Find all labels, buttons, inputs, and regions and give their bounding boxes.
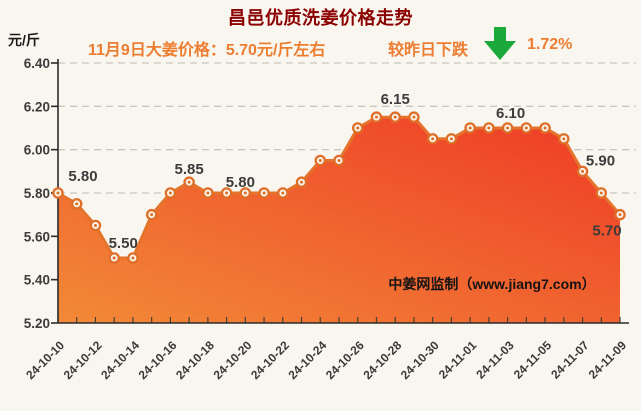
data-point-center-dot bbox=[524, 126, 528, 130]
point-value-label: 5.80 bbox=[68, 168, 97, 185]
x-tick-label: 24-11-05 bbox=[511, 338, 555, 382]
y-tick-label: 5.80 bbox=[24, 186, 50, 201]
x-tick-label: 24-10-10 bbox=[23, 338, 67, 382]
data-point-center-dot bbox=[393, 115, 397, 119]
x-tick-label: 24-11-01 bbox=[436, 338, 480, 382]
subtitle-change-percent: 1.72% bbox=[527, 36, 573, 53]
y-tick-label: 6.00 bbox=[24, 143, 50, 158]
subtitle-change-label: 较昨日下跌 bbox=[388, 42, 469, 59]
x-tick-label: 24-10-14 bbox=[98, 338, 142, 382]
data-point-center-dot bbox=[150, 213, 154, 217]
point-value-label: 5.50 bbox=[109, 235, 138, 252]
data-point-center-dot bbox=[449, 137, 453, 141]
x-tick-label: 24-10-18 bbox=[173, 338, 217, 382]
y-tick-label: 6.40 bbox=[24, 56, 50, 71]
chart-title: 昌邑优质洗姜价格走势 bbox=[228, 8, 413, 28]
data-point-center-dot bbox=[543, 126, 547, 130]
data-point-center-dot bbox=[412, 115, 416, 119]
point-value-label: 5.70 bbox=[592, 223, 621, 240]
point-value-label: 5.80 bbox=[226, 174, 255, 191]
y-tick-label: 5.60 bbox=[24, 229, 50, 244]
data-point-center-dot bbox=[75, 202, 79, 206]
data-point-center-dot bbox=[93, 224, 97, 227]
point-value-label: 5.90 bbox=[586, 152, 615, 169]
data-point-center-dot bbox=[337, 159, 341, 162]
data-point-center-dot bbox=[187, 180, 191, 184]
x-tick-label: 24-10-20 bbox=[211, 338, 255, 382]
point-value-label: 5.85 bbox=[175, 161, 204, 178]
data-point-center-dot bbox=[506, 126, 510, 130]
x-tick-label: 24-10-16 bbox=[136, 338, 180, 382]
data-point-center-dot bbox=[243, 191, 247, 195]
data-point-center-dot bbox=[599, 191, 603, 195]
x-tick-label: 24-10-26 bbox=[323, 338, 367, 382]
data-point-center-dot bbox=[168, 191, 172, 195]
data-point-center-dot bbox=[262, 191, 266, 195]
y-tick-label: 5.40 bbox=[24, 273, 50, 288]
y-tick-label: 6.20 bbox=[24, 99, 50, 114]
x-tick-label: 24-10-12 bbox=[61, 338, 105, 382]
point-value-label: 6.15 bbox=[381, 91, 410, 108]
y-axis-unit-label: 元/斤 bbox=[8, 32, 40, 48]
data-point-center-dot bbox=[131, 256, 135, 260]
point-value-label: 6.10 bbox=[496, 105, 525, 122]
data-point-center-dot bbox=[468, 126, 472, 130]
subtitle-price: 11月9日大姜价格：5.70元/斤左右 bbox=[88, 42, 326, 59]
data-point-center-dot bbox=[281, 191, 285, 195]
data-point-center-dot bbox=[562, 137, 566, 141]
data-point-center-dot bbox=[487, 126, 491, 130]
x-tick-label: 24-11-09 bbox=[586, 338, 630, 382]
down-arrow-icon bbox=[484, 27, 516, 60]
price-area bbox=[58, 117, 620, 323]
x-tick-label: 24-10-22 bbox=[248, 338, 292, 382]
data-point-center-dot bbox=[374, 115, 378, 119]
data-point-center-dot bbox=[112, 256, 116, 260]
data-point-center-dot bbox=[318, 159, 322, 162]
data-point-center-dot bbox=[431, 137, 435, 141]
data-point-center-dot bbox=[206, 191, 210, 195]
x-tick-label: 24-11-07 bbox=[548, 338, 592, 382]
x-tick-label: 24-10-28 bbox=[360, 338, 404, 382]
watermark-text: 中姜网监制（www.jiang7.com） bbox=[388, 276, 595, 292]
data-point-center-dot bbox=[225, 191, 229, 195]
x-tick-label: 24-11-03 bbox=[473, 338, 517, 382]
data-point-center-dot bbox=[356, 126, 360, 130]
y-tick-label: 5.20 bbox=[24, 316, 50, 331]
data-point-center-dot bbox=[581, 169, 585, 173]
data-point-center-dot bbox=[56, 191, 60, 195]
data-point-center-dot bbox=[618, 213, 622, 217]
data-point-center-dot bbox=[300, 180, 304, 184]
x-tick-label: 24-10-24 bbox=[286, 338, 330, 382]
x-tick-label: 24-10-30 bbox=[398, 338, 442, 382]
